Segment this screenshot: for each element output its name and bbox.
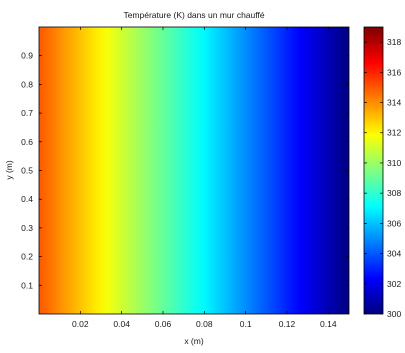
y-tick-label: 0.4 (21, 194, 33, 204)
y-tick-label: 0.5 (21, 166, 33, 176)
colorbar-ticks: 300 302 304 306 308 310 312 314 316 318 (364, 37, 401, 319)
x-axis-label: x (m) (184, 336, 204, 346)
colorbar-frame (363, 26, 384, 315)
y-axis-ticks: 0.1 0.2 0.3 0.4 0.5 0.6 0.7 0.8 0.9 (21, 51, 349, 290)
x-tick-label: 0.1 (240, 319, 252, 329)
y-tick-label: 0.3 (21, 223, 33, 233)
y-tick-label: 0.6 (21, 137, 33, 147)
colorbar-tick-label: 306 (387, 218, 401, 228)
colorbar-tick-label: 318 (387, 37, 401, 47)
y-tick-label: 0.7 (21, 108, 33, 118)
heatmap-field (39, 27, 349, 314)
x-tick-label: 0.02 (72, 319, 89, 329)
colorbar (364, 27, 383, 314)
y-axis-label: y (m) (4, 160, 14, 180)
colorbar-tick-label: 304 (387, 249, 401, 259)
colorbar-tick-label: 300 (387, 309, 401, 319)
y-tick-label: 0.1 (21, 280, 33, 290)
colorbar-tick-label: 310 (387, 158, 401, 168)
x-tick-label: 0.14 (320, 319, 337, 329)
y-tick-label: 0.8 (21, 79, 33, 89)
colorbar-tick-label: 302 (387, 279, 401, 289)
colorbar-tick-label: 308 (387, 188, 401, 198)
y-tick-label: 0.2 (21, 252, 33, 262)
x-axis-ticks: 0.02 0.04 0.06 0.08 0.1 0.12 0.14 (72, 27, 337, 329)
colorbar-tick-label: 314 (387, 98, 401, 108)
y-tick-label: 0.9 (21, 51, 33, 61)
x-tick-label: 0.12 (279, 319, 296, 329)
colorbar-tick-label: 316 (387, 67, 401, 77)
chart-title: Température (K) dans un mur chauffé (123, 10, 264, 20)
x-tick-label: 0.04 (113, 319, 130, 329)
x-tick-label: 0.08 (196, 319, 213, 329)
colorbar-tick-label: 312 (387, 128, 401, 138)
x-tick-label: 0.06 (155, 319, 172, 329)
